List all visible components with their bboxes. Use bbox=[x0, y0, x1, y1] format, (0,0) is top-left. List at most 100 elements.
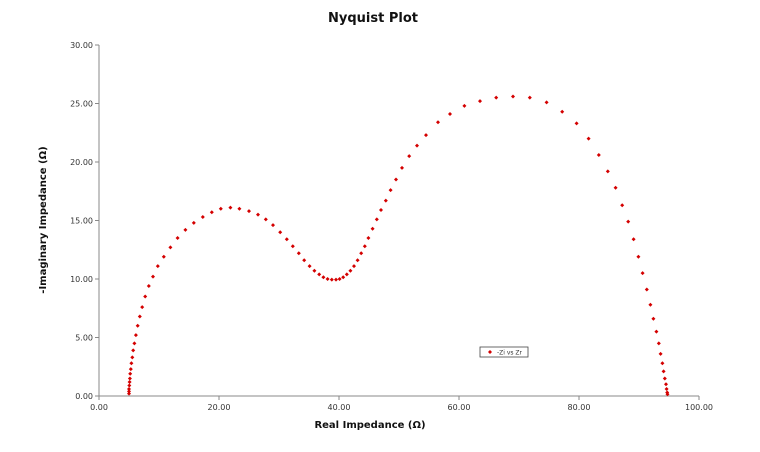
data-point bbox=[296, 251, 301, 256]
x-tick-label: 60.00 bbox=[448, 403, 471, 412]
data-point bbox=[168, 245, 173, 250]
data-point bbox=[302, 258, 307, 263]
data-point bbox=[307, 264, 312, 269]
data-point bbox=[209, 210, 214, 215]
legend: -Zi vs Zr bbox=[479, 346, 529, 358]
data-point bbox=[334, 277, 338, 282]
y-ticks: 0.00 5.00 10.00 15.00 20.00 25.00 30.00 bbox=[70, 41, 99, 401]
x-axis-label: Real Impedance (Ω) bbox=[314, 420, 425, 431]
data-point bbox=[379, 207, 383, 212]
data-point bbox=[127, 391, 131, 396]
data-point bbox=[359, 251, 364, 256]
data-point bbox=[374, 217, 379, 222]
data-point bbox=[161, 254, 166, 259]
data-point bbox=[321, 275, 326, 280]
data-point bbox=[626, 219, 631, 224]
data-point bbox=[462, 103, 467, 108]
data-point bbox=[362, 244, 367, 249]
data-point bbox=[290, 244, 295, 249]
data-point bbox=[662, 376, 667, 381]
data-point bbox=[344, 272, 349, 277]
y-axis-label: -Imaginary Impedance (Ω) bbox=[38, 146, 49, 293]
data-point bbox=[596, 152, 601, 157]
data-point bbox=[400, 165, 404, 170]
x-ticks: 0.00 20.00 40.00 60.00 80.00 100.00 bbox=[90, 396, 713, 412]
data-point bbox=[651, 316, 656, 321]
data-point bbox=[127, 389, 131, 394]
legend-marker bbox=[488, 350, 492, 354]
data-point bbox=[133, 333, 138, 338]
data-point bbox=[140, 305, 145, 310]
data-point bbox=[329, 277, 334, 282]
data-point bbox=[544, 100, 549, 105]
x-tick-label: 100.00 bbox=[685, 403, 713, 412]
data-point bbox=[312, 268, 317, 273]
data-point bbox=[664, 382, 668, 387]
x-tick-label: 40.00 bbox=[328, 403, 351, 412]
y-tick-label: 5.00 bbox=[75, 334, 93, 343]
data-markers bbox=[127, 94, 670, 397]
data-point bbox=[146, 284, 151, 289]
data-point bbox=[574, 121, 579, 126]
data-point bbox=[620, 203, 625, 208]
data-point bbox=[127, 386, 131, 391]
data-point bbox=[132, 341, 137, 346]
data-point bbox=[337, 277, 342, 281]
data-point bbox=[660, 361, 665, 366]
data-point bbox=[130, 355, 135, 360]
data-point bbox=[271, 223, 275, 228]
data-point bbox=[366, 236, 371, 241]
data-point bbox=[613, 185, 618, 190]
data-point bbox=[135, 323, 140, 328]
data-point bbox=[247, 209, 251, 214]
data-point bbox=[191, 220, 196, 225]
data-point bbox=[256, 212, 260, 217]
data-point bbox=[183, 227, 188, 232]
data-point bbox=[648, 302, 653, 307]
data-point bbox=[348, 268, 353, 273]
data-point bbox=[494, 95, 499, 100]
data-point bbox=[631, 237, 636, 242]
data-point bbox=[640, 271, 645, 276]
data-point bbox=[128, 371, 133, 376]
legend-box bbox=[479, 346, 529, 358]
data-point bbox=[143, 294, 148, 299]
data-point bbox=[128, 367, 133, 372]
x-tick-label: 80.00 bbox=[568, 403, 591, 412]
data-point bbox=[586, 136, 591, 141]
data-point bbox=[131, 348, 136, 353]
x-tick-label: 20.00 bbox=[208, 403, 231, 412]
data-point bbox=[228, 205, 233, 210]
data-point bbox=[263, 217, 268, 222]
data-point bbox=[129, 361, 134, 366]
data-point bbox=[317, 272, 322, 277]
y-tick-label: 25.00 bbox=[70, 100, 93, 109]
data-point bbox=[605, 169, 610, 174]
data-point bbox=[478, 99, 482, 104]
data-point bbox=[448, 112, 452, 117]
data-point bbox=[127, 379, 132, 384]
data-point bbox=[137, 314, 142, 319]
chart-title: Nyquist Plot bbox=[328, 11, 418, 26]
data-point bbox=[658, 351, 663, 356]
data-point bbox=[127, 376, 132, 381]
plot-area bbox=[98, 45, 699, 397]
data-point bbox=[664, 386, 669, 391]
y-tick-label: 20.00 bbox=[70, 158, 93, 167]
data-point bbox=[200, 214, 205, 219]
data-point bbox=[424, 133, 428, 138]
data-point bbox=[436, 120, 440, 125]
y-tick-label: 10.00 bbox=[70, 275, 93, 284]
data-point bbox=[644, 287, 649, 292]
data-point bbox=[151, 274, 155, 279]
data-point bbox=[511, 94, 515, 99]
y-tick-label: 30.00 bbox=[70, 41, 93, 50]
data-point bbox=[407, 154, 412, 159]
data-point bbox=[218, 206, 223, 211]
data-point bbox=[355, 258, 360, 263]
data-point bbox=[370, 226, 375, 231]
data-point bbox=[278, 230, 283, 235]
data-point bbox=[341, 275, 346, 280]
y-tick-label: 15.00 bbox=[70, 217, 93, 226]
